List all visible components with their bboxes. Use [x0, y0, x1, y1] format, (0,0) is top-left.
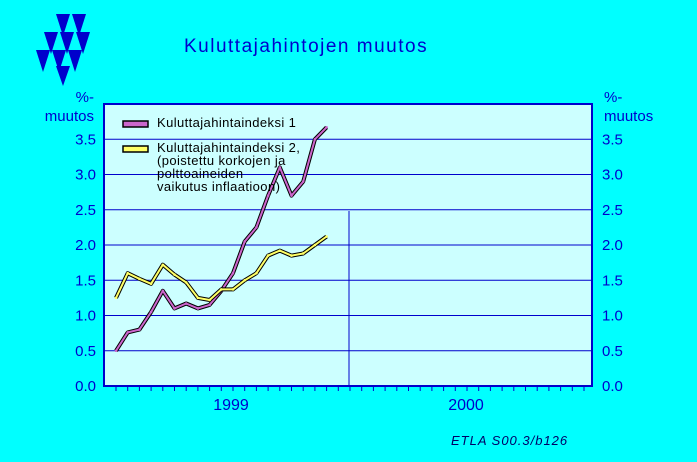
data-point [184, 281, 188, 284]
legend-label: Kuluttajahintaindeksi 2, (poistettu korko… [157, 140, 300, 194]
etla-logo-icon [36, 14, 90, 86]
data-point [208, 298, 211, 302]
plot-frame [103, 103, 593, 387]
data-point [126, 271, 129, 275]
data-point [161, 263, 165, 267]
data-point [266, 254, 270, 257]
data-point [196, 307, 200, 310]
chart-title: Kuluttajahintojen muutos [184, 36, 429, 57]
y-tick-label-right: 2.0 [602, 237, 623, 254]
data-point [325, 125, 328, 129]
data-point [173, 307, 176, 310]
y-tick-label-right: 3.5 [602, 131, 623, 148]
x-year-label: 1999 [213, 397, 249, 414]
data-point [208, 303, 211, 307]
y-axis-title-left: %-muutos [45, 89, 94, 125]
legend-swatch [122, 145, 149, 153]
data-point [255, 226, 258, 229]
data-point [301, 252, 305, 255]
y-tick-label-left: 3.5 [75, 131, 96, 148]
data-point [325, 235, 328, 238]
y-tick-label-left: 0.0 [75, 378, 96, 395]
data-point [231, 288, 235, 291]
legend-swatch [122, 120, 149, 128]
data-point [184, 302, 188, 305]
y-tick-label-right: 3.0 [602, 167, 623, 184]
y-tick-label-left: 3.0 [75, 167, 96, 184]
y-tick-label-left: 1.0 [75, 308, 96, 325]
data-point [278, 166, 282, 169]
data-point [313, 137, 317, 141]
y-tick-label-right: 1.0 [602, 308, 623, 325]
source-label: ETLA S00.3/b126 [451, 433, 569, 448]
data-point [114, 296, 118, 300]
data-point [243, 278, 246, 282]
data-point [196, 296, 200, 300]
data-point [290, 194, 293, 197]
y-tick-label-left: 2.0 [75, 237, 96, 254]
y-tick-label-right: 0.0 [602, 378, 623, 395]
data-point [231, 271, 235, 275]
data-point [243, 240, 246, 243]
y-tick-label-right: 1.5 [602, 272, 623, 289]
data-point [220, 288, 223, 291]
data-point [138, 328, 141, 331]
data-point [278, 249, 282, 252]
y-tick-label-right: 0.5 [602, 343, 623, 360]
data-point [290, 254, 293, 257]
data-point [161, 289, 165, 293]
data-point [138, 277, 141, 281]
y-tick-label-left: 0.5 [75, 343, 96, 360]
data-point [255, 271, 258, 275]
data-point [149, 310, 153, 314]
data-point [313, 243, 317, 247]
legend-label: Kuluttajahintaindeksi 1 [157, 115, 296, 130]
y-tick-label-left: 1.5 [75, 272, 96, 289]
data-point [126, 331, 129, 334]
data-point [149, 282, 153, 286]
y-axis-title-right: %-muutos [604, 89, 653, 125]
data-point [114, 349, 118, 353]
data-point [173, 273, 176, 276]
x-year-label: 2000 [448, 397, 484, 414]
y-tick-label-left: 2.5 [75, 202, 96, 219]
data-point [266, 194, 270, 197]
data-point [301, 180, 305, 183]
y-tick-label-right: 2.5 [602, 202, 623, 219]
